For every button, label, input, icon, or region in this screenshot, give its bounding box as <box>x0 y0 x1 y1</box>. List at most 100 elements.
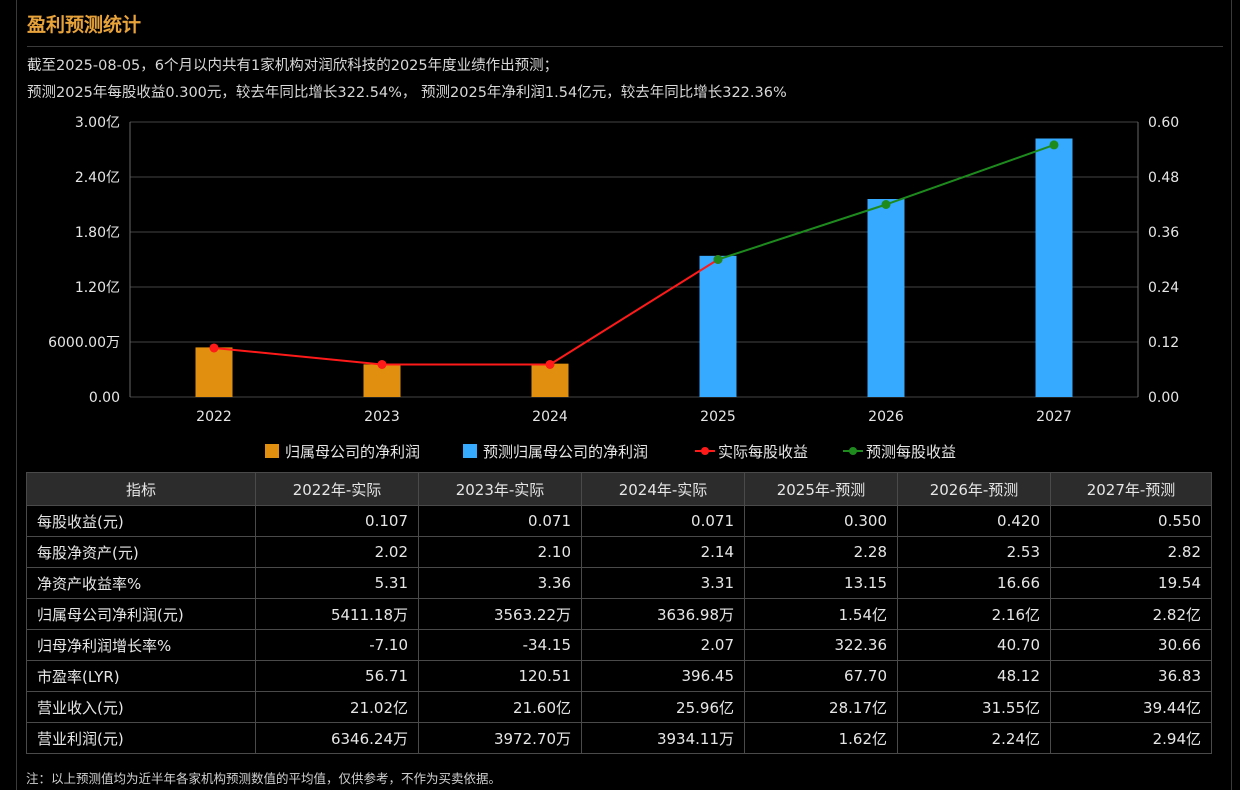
series-point <box>209 343 219 353</box>
table-cell: 6346.24万 <box>255 722 419 754</box>
table-row: 归属母公司净利润(元) 5411.18万 3563.22万 3636.98万 1.54亿… <box>26 598 1212 630</box>
table-row: 净资产收益率% 5.31 3.36 3.31 13.15 16.66 19.54 <box>26 567 1212 599</box>
table-cell: -34.15 <box>418 629 582 661</box>
table-cell: 0.071 <box>418 505 582 537</box>
chart-bars <box>195 138 1073 397</box>
forecast-table: 指标 2022年-实际 2023年-实际 2024年-实际 2025年-预测 2026年-… <box>26 472 1212 754</box>
series-line <box>213 258 719 366</box>
column-header: 2023年-实际 <box>418 472 582 506</box>
table-cell: 56.71 <box>255 660 419 692</box>
table-cell: 3972.70万 <box>418 722 582 754</box>
right-tick-label: 0.24 <box>1148 280 1179 296</box>
column-header: 2024年-实际 <box>581 472 745 506</box>
row-label: 归母净利润增长率% <box>26 629 256 661</box>
table-cell: 2.28 <box>744 536 898 568</box>
table-cell: 48.12 <box>897 660 1051 692</box>
left-tick-label: 1.80亿 <box>75 225 120 241</box>
table-row: 每股收益(元) 0.107 0.071 0.071 0.300 0.420 0.550 <box>26 505 1212 537</box>
title-divider <box>27 46 1223 47</box>
earnings-forecast-chart: 0.00 0.00 6000.00万 0.12 1.20亿 0.24 1.80亿 0.36 2.… <box>48 115 1179 461</box>
table-cell: 21.02亿 <box>255 691 419 723</box>
table-cell: 5.31 <box>255 567 419 599</box>
table-cell: 2.82亿 <box>1050 598 1212 630</box>
x-tick-label: 2022 <box>196 409 232 425</box>
x-tick-label: 2024 <box>532 409 568 425</box>
table-cell: 2.82 <box>1050 536 1212 568</box>
chart-axes: 0.00 0.00 6000.00万 0.12 1.20亿 0.24 1.80亿 0.36 2.… <box>48 115 1179 425</box>
right-tick-label: 0.12 <box>1148 335 1179 351</box>
table-cell: 3636.98万 <box>581 598 745 630</box>
bar <box>195 347 233 397</box>
bar <box>867 199 905 397</box>
table-cell: 39.44亿 <box>1050 691 1212 723</box>
table-row: 营业利润(元) 6346.24万 3972.70万 3934.11万 1.62亿 2.24… <box>26 722 1212 754</box>
column-header: 2025年-预测 <box>744 472 898 506</box>
table-cell: 2.07 <box>581 629 745 661</box>
table-row: 营业收入(元) 21.02亿 21.60亿 25.96亿 28.17亿 31.55亿 39.… <box>26 691 1212 723</box>
table-cell: -7.10 <box>255 629 419 661</box>
table-body: 每股收益(元) 0.107 0.071 0.071 0.300 0.420 0.550 每股净… <box>26 505 1212 754</box>
column-header: 2027年-预测 <box>1050 472 1212 506</box>
chart-lines <box>209 140 1059 369</box>
legend-swatch-point <box>849 447 857 455</box>
row-label: 净资产收益率% <box>26 567 256 599</box>
series-point <box>545 359 555 369</box>
row-label: 每股收益(元) <box>26 505 256 537</box>
table-cell: 13.15 <box>744 567 898 599</box>
summary-line-2: 预测2025年每股收益0.300元，较去年同比增长322.54%， 预测2025… <box>27 85 787 101</box>
series-point <box>713 255 723 264</box>
table-cell: 21.60亿 <box>418 691 582 723</box>
left-tick-label: 1.20亿 <box>75 280 120 296</box>
table-cell: 3563.22万 <box>418 598 582 630</box>
table-header-row: 指标 2022年-实际 2023年-实际 2024年-实际 2025年-预测 2026年-… <box>26 472 1212 506</box>
bar <box>363 364 401 397</box>
right-tick-label: 0.60 <box>1148 115 1179 131</box>
table-row: 市盈率(LYR) 56.71 120.51 396.45 67.70 48.12 36.83 <box>26 660 1212 692</box>
table-cell: 0.420 <box>897 505 1051 537</box>
table-cell: 19.54 <box>1050 567 1212 599</box>
column-header: 2022年-实际 <box>255 472 419 506</box>
row-label: 市盈率(LYR) <box>26 660 256 692</box>
table-cell: 322.36 <box>744 629 898 661</box>
bar <box>699 255 737 397</box>
x-tick-label: 2027 <box>1036 409 1072 425</box>
table-cell: 2.16亿 <box>897 598 1051 630</box>
table-cell: 396.45 <box>581 660 745 692</box>
table-cell: 36.83 <box>1050 660 1212 692</box>
bar <box>1035 138 1073 397</box>
right-tick-label: 0.36 <box>1148 225 1179 241</box>
table-cell: 16.66 <box>897 567 1051 599</box>
table-cell: 0.107 <box>255 505 419 537</box>
table-cell: 2.14 <box>581 536 745 568</box>
legend-swatch <box>463 444 477 458</box>
row-label: 营业利润(元) <box>26 722 256 754</box>
table-cell: 120.51 <box>418 660 582 692</box>
legend-label: 归属母公司的净利润 <box>285 443 420 461</box>
x-tick-label: 2025 <box>700 409 736 425</box>
table-row: 每股净资产(元) 2.02 2.10 2.14 2.28 2.53 2.82 <box>26 536 1212 568</box>
row-label: 归属母公司净利润(元) <box>26 598 256 630</box>
column-header: 2026年-预测 <box>897 472 1051 506</box>
table-cell: 2.10 <box>418 536 582 568</box>
table-cell: 3934.11万 <box>581 722 745 754</box>
table-cell: 40.70 <box>897 629 1051 661</box>
series-point <box>377 359 387 369</box>
legend-label: 预测每股收益 <box>866 443 956 461</box>
table-cell: 25.96亿 <box>581 691 745 723</box>
table-cell: 3.36 <box>418 567 582 599</box>
table-cell: 0.300 <box>744 505 898 537</box>
summary-line-1: 截至2025-08-05，6个月以内共有1家机构对润欣科技的2025年度业绩作出… <box>27 58 559 74</box>
table-cell: 0.071 <box>581 505 745 537</box>
table-cell: 67.70 <box>744 660 898 692</box>
legend-swatch <box>265 444 279 458</box>
column-header: 指标 <box>26 472 256 506</box>
row-label: 每股净资产(元) <box>26 536 256 568</box>
right-tick-label: 0.48 <box>1148 170 1179 186</box>
panel-title: 盈利预测统计 <box>27 14 142 36</box>
footnote: 注：以上预测值均为近半年各家机构预测数值的平均值，仅供参考，不作为买卖依据。 <box>26 771 502 786</box>
left-tick-label: 3.00亿 <box>75 115 120 131</box>
table-cell: 30.66 <box>1050 629 1212 661</box>
table-cell: 1.54亿 <box>744 598 898 630</box>
table-cell: 2.24亿 <box>897 722 1051 754</box>
panel-frame: 盈利预测统计 截至2025-08-05，6个月以内共有1家机构对润欣科技的202… <box>16 0 1232 790</box>
